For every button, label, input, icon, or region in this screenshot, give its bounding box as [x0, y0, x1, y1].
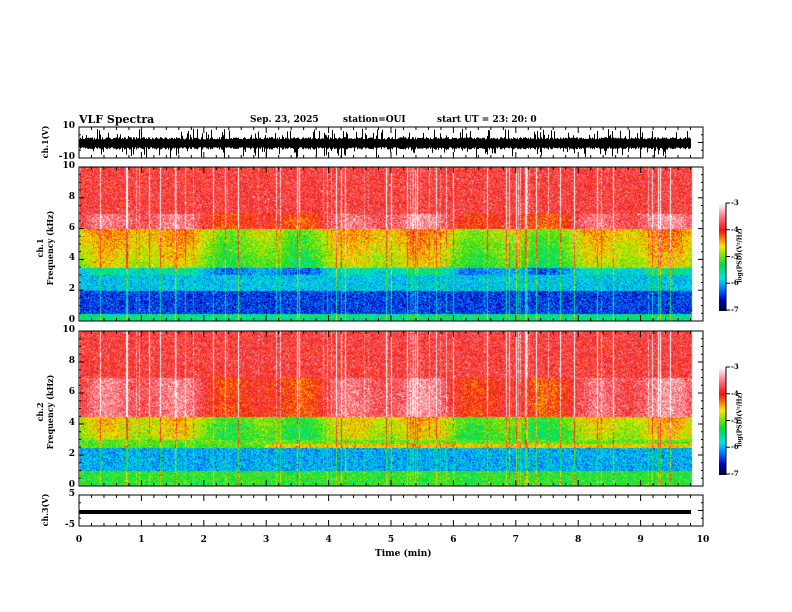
ch1-label: ch.1 — [35, 238, 45, 258]
x-tick-label: 8 — [575, 535, 582, 545]
colorbar-tick-label: -7 — [731, 469, 739, 478]
x-tick-label: 6 — [450, 535, 457, 545]
colorbar-tick-label: -5 — [731, 251, 739, 261]
colorbar-tick-label: -3 — [731, 198, 739, 207]
x-tick-label: 5 — [387, 535, 395, 545]
colorbar-tick-label: -6 — [731, 278, 739, 288]
colorbar-tick-label: -4 — [731, 224, 739, 234]
x-tick-label: 9 — [637, 535, 644, 545]
ch1-spectrogram — [80, 167, 694, 321]
ch1-colorbar — [719, 203, 726, 311]
ch2-label: ch.2 — [35, 402, 45, 422]
ch1-waveform-ylabel: ch.1(V) — [40, 125, 50, 159]
frequency-label: Frequency (kHz) — [45, 374, 55, 450]
colorbar-tick-label: -4 — [731, 388, 739, 398]
y-tick-label: 8 — [68, 356, 75, 366]
y-tick-label: 6 — [68, 222, 75, 233]
y-tick-label: 2 — [68, 449, 75, 459]
y-tick-label: 2 — [68, 284, 75, 295]
ch1-waveform-trace — [79, 128, 691, 158]
colorbar-tick-label: -6 — [731, 442, 739, 452]
x-tick-label: 7 — [512, 535, 519, 545]
y-tick-label: 6 — [68, 387, 75, 397]
x-tick-label: 4 — [325, 535, 332, 545]
y-tick-label: 10 — [62, 161, 75, 171]
ch2-spectrogram-ylabel: ch.2 Frequency (kHz) — [35, 362, 55, 462]
y-tick-label: 0 — [68, 315, 75, 325]
y-tick-label: 4 — [68, 253, 75, 264]
ch2-spectrogram-frame — [78, 330, 704, 487]
figure-title: VLF Spectra — [79, 113, 155, 126]
y-tick-label: 4 — [68, 418, 75, 428]
date-label: Sep. 23, 2025 — [250, 115, 319, 125]
x-tick-label: 1 — [138, 535, 145, 545]
x-tick-label: 10 — [696, 535, 710, 545]
y-tick-label: 0 — [68, 480, 75, 490]
y-tick-label: 5 — [68, 489, 75, 499]
x-tick-label: 2 — [200, 535, 207, 545]
ch1-spectrogram-ylabel: ch.1 Frequency (kHz) — [35, 198, 55, 298]
ch3-waveform-ylabel: ch.3(V) — [40, 493, 50, 527]
ch1-spectrogram-frame — [78, 166, 704, 322]
ch2-colorbar — [719, 367, 726, 475]
y-tick-label: -5 — [65, 520, 75, 530]
x-tick-label: 3 — [263, 535, 270, 545]
x-tick-label: 0 — [75, 535, 83, 545]
ch2-spectrogram — [80, 331, 694, 486]
colorbar-tick-label: -3 — [731, 362, 739, 371]
colorbar-tick-label: -5 — [731, 415, 739, 425]
y-tick-label: 8 — [68, 191, 75, 202]
station-label: station=OUI — [343, 115, 406, 125]
y-tick-label: 10 — [62, 325, 75, 335]
frequency-label: Frequency (kHz) — [45, 210, 55, 286]
colorbar-tick-label: -7 — [731, 305, 739, 314]
y-tick-label: 10 — [62, 121, 75, 131]
start-time-label: start UT = 23: 20: 0 — [437, 115, 537, 125]
x-axis-label: Time (min) — [375, 549, 432, 559]
y-tick-label: -10 — [58, 152, 75, 162]
